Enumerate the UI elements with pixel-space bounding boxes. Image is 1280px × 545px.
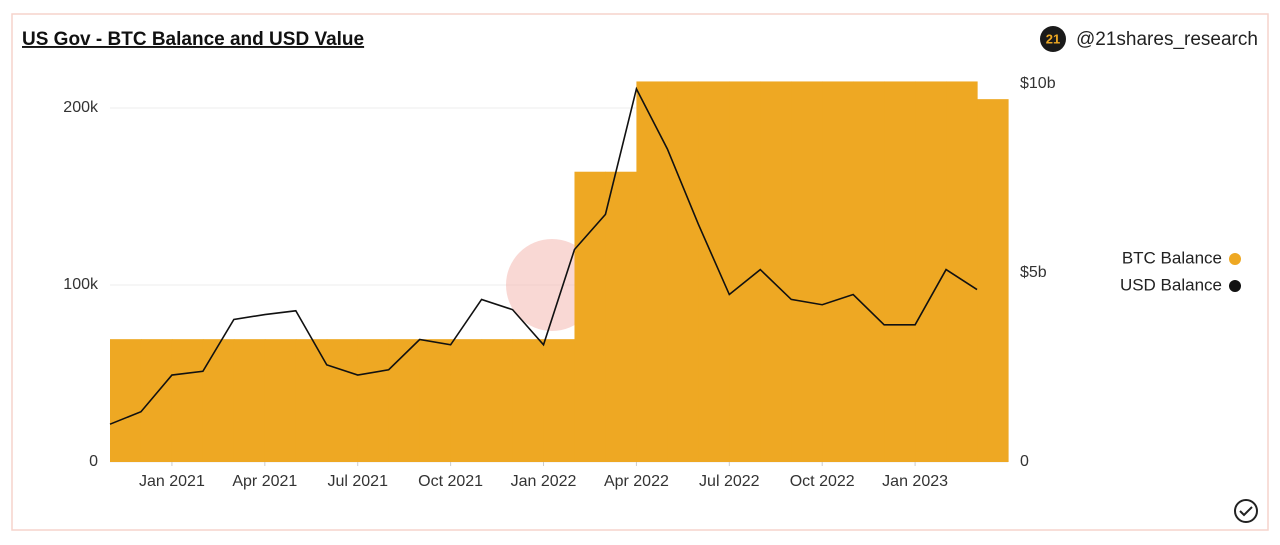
y2-tick-label: 0 bbox=[1020, 453, 1029, 470]
btc-balance-step bbox=[202, 339, 235, 462]
btc-balance-step bbox=[419, 339, 452, 462]
btc-balance-step bbox=[512, 339, 545, 462]
btc-balance-step bbox=[698, 81, 730, 462]
btc-balance-step bbox=[605, 171, 638, 462]
legend-label: USD Balance bbox=[1120, 275, 1222, 294]
usd-balance-line bbox=[109, 86, 978, 425]
btc-balance-step bbox=[791, 81, 823, 462]
btc-balance-step bbox=[977, 99, 1009, 463]
btc-balance-step bbox=[295, 339, 328, 462]
svg-text:21: 21 bbox=[1046, 31, 1060, 46]
btc-balance-step bbox=[140, 339, 173, 462]
verified-icon bbox=[1234, 499, 1258, 523]
x-tick-label: Oct 2022 bbox=[790, 473, 855, 490]
btc-balance-step bbox=[171, 339, 204, 462]
x-tick-label: Apr 2021 bbox=[232, 473, 297, 490]
btc-balance-step bbox=[357, 339, 390, 462]
chart-title: US Gov - BTC Balance and USD Value bbox=[22, 29, 364, 50]
logo: 21 bbox=[1040, 26, 1066, 52]
x-tick-label: Jul 2022 bbox=[699, 473, 760, 490]
btc-balance-step bbox=[822, 81, 854, 462]
legend-label: BTC Balance bbox=[1122, 248, 1222, 267]
btc-balance-step bbox=[729, 81, 761, 462]
btc-balance-step bbox=[481, 339, 514, 462]
btc-balance-step bbox=[760, 81, 792, 462]
y-tick-label: 0 bbox=[89, 453, 98, 470]
btc-balance-step bbox=[264, 339, 297, 462]
legend-swatch bbox=[1229, 280, 1241, 292]
btc-balance-step bbox=[574, 171, 607, 462]
btc-balance-step bbox=[543, 339, 576, 462]
btc-balance-step bbox=[110, 339, 142, 462]
btc-balance-step bbox=[853, 81, 885, 462]
btc-balance-step bbox=[233, 339, 266, 462]
btc-balance-step bbox=[636, 81, 668, 462]
btc-balance-step bbox=[884, 81, 916, 462]
btc-balance-step bbox=[667, 81, 699, 462]
x-tick-label: Apr 2022 bbox=[604, 473, 669, 490]
frame bbox=[11, 13, 1269, 531]
btc-balance-step bbox=[915, 81, 947, 462]
x-tick-label: Jan 2023 bbox=[882, 473, 948, 490]
btc-balance-step bbox=[450, 339, 483, 462]
y2-tick-label: $5b bbox=[1020, 264, 1047, 281]
btc-balance-step bbox=[388, 339, 421, 462]
x-tick-label: Jan 2022 bbox=[511, 473, 577, 490]
y-tick-label: 100k bbox=[63, 276, 99, 293]
x-tick-label: Oct 2021 bbox=[418, 473, 483, 490]
btc-balance-step bbox=[326, 339, 359, 462]
legend-swatch bbox=[1229, 253, 1241, 265]
y2-tick-label: $10b bbox=[1020, 75, 1056, 92]
x-tick-label: Jul 2021 bbox=[327, 473, 388, 490]
source-handle: @21shares_research bbox=[1076, 29, 1258, 50]
x-tick-label: Jan 2021 bbox=[139, 473, 205, 490]
y-tick-label: 200k bbox=[63, 99, 99, 116]
btc-balance-step bbox=[946, 81, 978, 462]
